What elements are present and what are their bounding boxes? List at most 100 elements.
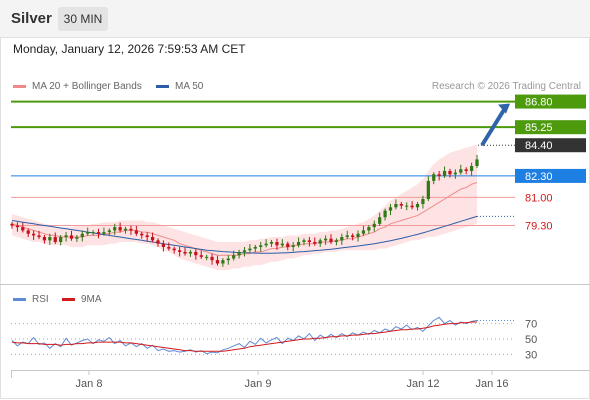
rsi-tick-50: 50: [525, 334, 537, 346]
candle-body: [134, 230, 138, 234]
candle-body: [113, 227, 117, 231]
candle-body: [296, 242, 301, 246]
candle-body: [226, 258, 230, 261]
candle-body: [259, 245, 263, 247]
candle-body: [194, 251, 198, 256]
forecast-arrow-shaft: [480, 105, 508, 147]
candle-body: [367, 227, 371, 231]
candle-body: [69, 235, 74, 239]
rsi-swatch: [13, 297, 26, 301]
candle-body: [345, 235, 349, 238]
ma50-swatch: [156, 84, 169, 88]
legend-ma20-label: MA 20 + Bollinger Bands: [32, 81, 142, 92]
ma20-swatch: [13, 84, 26, 88]
candle-body: [475, 159, 479, 166]
candle-body: [129, 228, 133, 231]
legend-ma20: MA 20 + Bollinger Bands: [13, 81, 142, 92]
candle-body: [248, 248, 252, 251]
last-price-tag: [515, 138, 586, 153]
candle-body: [107, 230, 111, 233]
candle-body: [286, 243, 290, 247]
level-label-81.00: 81.00: [525, 192, 553, 204]
candle-body: [183, 251, 187, 254]
legend-9ma-label: 9MA: [81, 294, 102, 305]
candle-body: [96, 232, 101, 234]
level-label-79.30: 79.30: [525, 220, 553, 232]
candle-body: [453, 172, 457, 175]
candle-body: [432, 174, 436, 181]
candle-body: [442, 170, 447, 176]
candle-body: [351, 235, 355, 238]
candle-body: [221, 260, 225, 264]
candles-layer: [10, 154, 479, 267]
candle-body: [237, 251, 241, 256]
candle-body: [48, 237, 52, 241]
arrow-layer: [480, 103, 510, 147]
candle-body: [86, 232, 90, 234]
level-tag-85.25: [515, 120, 586, 135]
level-label-82.30: 82.30: [525, 171, 553, 183]
candle-body: [421, 199, 425, 204]
candle-body: [340, 237, 344, 241]
candle-body: [177, 250, 182, 252]
legend-9ma: 9MA: [62, 294, 102, 305]
candle-body: [150, 237, 155, 241]
candle-body: [378, 217, 382, 224]
candle-body: [280, 243, 284, 246]
candle-body: [59, 237, 63, 242]
levels-layer: [11, 100, 515, 226]
candle-body: [399, 204, 403, 206]
candle-body: [80, 233, 84, 238]
candle-body: [10, 223, 14, 226]
candle-body: [291, 245, 295, 247]
level-label-86.80: 86.80: [525, 97, 553, 109]
chart-datetime: Monday, January 12, 2026 7:59:53 AM CET: [13, 42, 246, 56]
candle-body: [313, 242, 317, 244]
candle-body: [42, 237, 47, 241]
candle-body: [383, 210, 387, 218]
candle-body: [459, 169, 463, 173]
price-tags-layer: 86.80 85.25 84.40 82.30 81.00 79.30: [515, 94, 586, 232]
rsi-tick-30: 30: [525, 349, 537, 361]
last-price-label: 84.40: [525, 140, 553, 152]
candle-body: [464, 169, 468, 171]
candle-body: [232, 255, 236, 259]
candle-body: [145, 235, 149, 238]
candle-body: [275, 242, 279, 246]
9ma-line: [11, 321, 477, 352]
candle-body: [188, 251, 193, 254]
candle-body: [91, 232, 95, 234]
legend-rsi-label: RSI: [32, 294, 49, 305]
candle-body: [53, 237, 57, 242]
candle-body: [140, 233, 144, 236]
candle-body: [334, 240, 339, 242]
forecast-arrow-head: [498, 103, 510, 114]
candle-body: [215, 260, 220, 264]
x-tick-label: Jan 12: [406, 378, 439, 390]
time-axis: Jan 8 Jan 9 Jan 12 Jan 16: [76, 370, 509, 390]
candle-body: [37, 235, 41, 238]
legend-rsi: RSI: [13, 294, 49, 305]
timeframe-button[interactable]: 30 MIN: [58, 7, 108, 31]
rsi-panel: 70 50 30: [11, 316, 537, 361]
instrument-title: Silver: [11, 10, 52, 27]
candle-body: [172, 248, 176, 251]
candle-body: [415, 204, 420, 208]
candle-body: [102, 232, 106, 234]
candle-body: [405, 205, 409, 207]
level-tag-82.30: [515, 168, 586, 183]
candle-body: [161, 243, 166, 247]
candle-body: [64, 235, 68, 238]
rsi-line: [11, 316, 478, 355]
candle-body: [15, 225, 20, 228]
chart-frame: [0, 37, 590, 399]
9ma-swatch: [62, 297, 75, 301]
candle-body: [448, 170, 452, 175]
candle-body: [264, 243, 268, 246]
level-tag-86.80: [515, 94, 586, 109]
candle-body: [318, 240, 322, 244]
candle-body: [372, 223, 376, 228]
candle-body: [269, 242, 274, 244]
candle-body: [469, 166, 474, 171]
